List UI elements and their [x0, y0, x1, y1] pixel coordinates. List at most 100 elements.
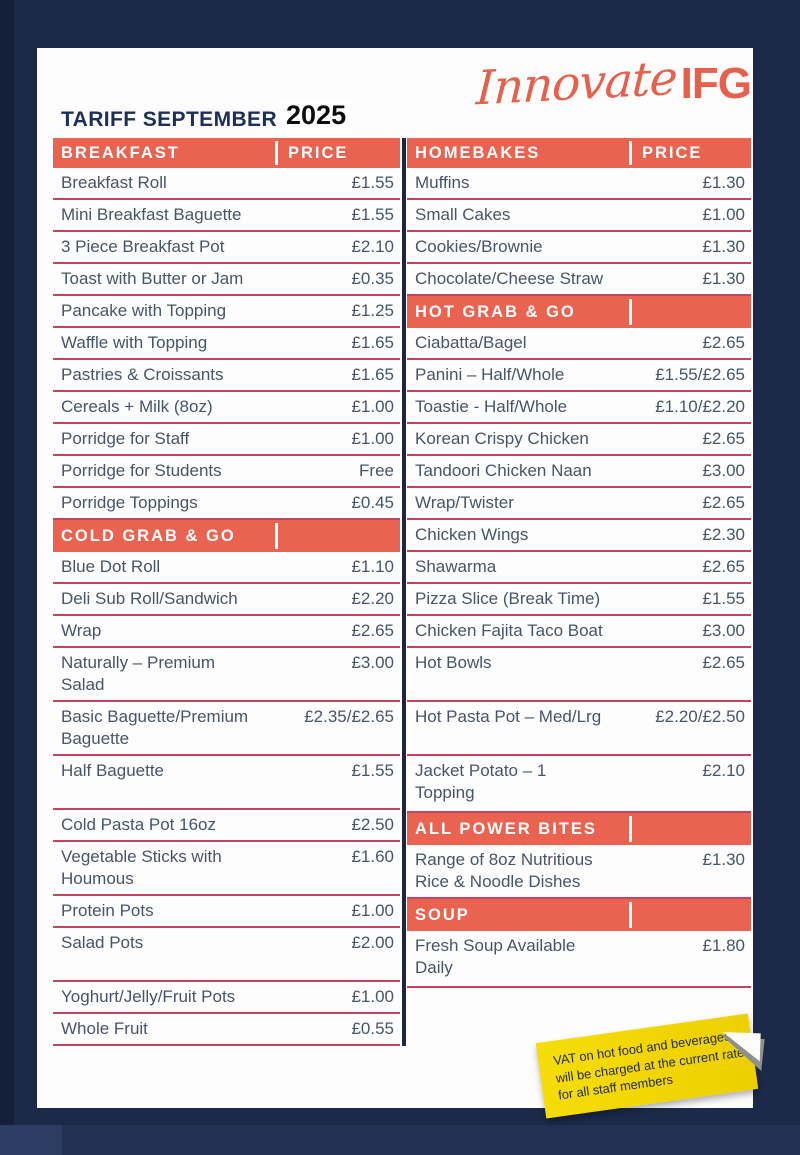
menu-item-row: Pastries & Croissants £1.65 [53, 360, 400, 392]
item-name: Pancake with Topping [61, 301, 227, 320]
section-title: SOUP [415, 905, 470, 924]
menu-item-row: Chicken Wings £2.30 [407, 520, 751, 552]
menu-item-row: Cookies/Brownie £1.30 [407, 232, 751, 264]
item-price: £2.00 [351, 933, 394, 952]
item-name: Basic Baguette/Premium Baguette [61, 707, 249, 749]
item-name: Porridge Toppings [61, 493, 198, 512]
header-price-separator [629, 902, 632, 928]
price-column-header: PRICE [642, 143, 703, 162]
menu-item-row: 3 Piece Breakfast Pot £2.10 [53, 232, 400, 264]
menu-item-row: Toastie - Half/Whole £1.10/£2.20 [407, 392, 751, 424]
note-fold-corner [721, 1032, 761, 1062]
item-name: Hot Pasta Pot – Med/Lrg [415, 707, 602, 726]
item-name: Cold Pasta Pot 16oz [61, 815, 216, 834]
menu-item-row: Hot Pasta Pot – Med/Lrg £2.20/£2.50 [407, 702, 751, 756]
section-header-hot-grab-go: HOT GRAB & GO [407, 296, 751, 328]
item-price: £2.50 [351, 815, 394, 834]
menu-item-row: Blue Dot Roll £1.10 [53, 552, 400, 584]
title-text: TARIFF SEPTEMBER [61, 108, 278, 131]
item-name: Tandoori Chicken Naan [415, 461, 592, 480]
item-price: £2.10 [702, 761, 745, 780]
menu-item-row: Tandoori Chicken Naan £3.00 [407, 456, 751, 488]
item-price: £3.00 [702, 461, 745, 480]
menu-item-row: Porridge for Staff £1.00 [53, 424, 400, 456]
item-price: £2.65 [702, 493, 745, 512]
menu-item-row: Salad Pots £2.00 [53, 928, 400, 982]
column-divider [402, 138, 406, 1046]
item-price: £1.55/£2.65 [655, 365, 745, 384]
menu-item-row: Protein Pots £1.00 [53, 896, 400, 928]
header-price-separator [629, 141, 632, 165]
item-name: Wrap/Twister [415, 493, 514, 512]
menu-item-row: Vegetable Sticks with Houmous £1.60 [53, 842, 400, 896]
menu-item-row: Deli Sub Roll/Sandwich £2.20 [53, 584, 400, 616]
item-name: Ciabatta/Bagel [415, 333, 527, 352]
item-price: £1.10/£2.20 [655, 397, 745, 416]
logo-bold-text: IFG [680, 58, 752, 108]
item-price: £1.00 [351, 429, 394, 448]
section-title: ALL POWER BITES [415, 819, 597, 838]
item-price: £1.55 [351, 173, 394, 192]
background-left-edge [0, 0, 14, 1155]
menu-item-row: Small Cakes £1.00 [407, 200, 751, 232]
item-name: Protein Pots [61, 901, 154, 920]
item-name: Toast with Butter or Jam [61, 269, 244, 288]
item-name: Small Cakes [415, 205, 511, 224]
section-header-all-power-bites: ALL POWER BITES [407, 813, 751, 845]
menu-item-row: Naturally – Premium Salad £3.00 [53, 648, 400, 702]
menu-item-row: Yoghurt/Jelly/Fruit Pots £1.00 [53, 982, 400, 1014]
item-name: Korean Crispy Chicken [415, 429, 589, 448]
menu-item-row: Pizza Slice (Break Time) £1.55 [407, 584, 751, 616]
price-tables: BREAKFAST PRICE Breakfast Roll £1.55 Mini Br… [53, 138, 751, 1046]
item-name: Porridge for Staff [61, 429, 190, 448]
menu-item-row: Breakfast Roll £1.55 [53, 168, 400, 200]
innovate-ifg-logo: Innovate IFG [475, 51, 752, 117]
logo-script-text: Innovate [474, 50, 678, 117]
item-price: £0.45 [351, 493, 394, 512]
item-price: £1.10 [351, 557, 394, 576]
menu-item-row: Porridge for Students Free [53, 456, 400, 488]
menu-column-1: BREAKFAST PRICE Breakfast Roll £1.55 Mini Br… [53, 138, 400, 1046]
menu-item-row: Basic Baguette/Premium Baguette £2.35/£2.… [53, 702, 400, 756]
item-price: £1.55 [351, 761, 394, 780]
item-price: Free [359, 461, 394, 480]
menu-item-row: Jacket Potato – 1 Topping £2.10 [407, 756, 751, 813]
item-name: Wrap [61, 621, 102, 640]
item-price: £1.80 [702, 936, 745, 955]
item-price: £1.30 [702, 269, 745, 288]
item-name: Range of 8oz Nutritious Rice & Noodle Di… [415, 850, 593, 892]
item-price: £1.60 [351, 847, 394, 866]
menu-item-row: Hot Bowls £2.65 [407, 648, 751, 702]
item-name: Deli Sub Roll/Sandwich [61, 589, 238, 608]
item-name: 3 Piece Breakfast Pot [61, 237, 225, 256]
item-name: Cookies/Brownie [415, 237, 543, 256]
item-price: £2.65 [702, 653, 745, 672]
item-name: Half Baguette [61, 761, 165, 780]
menu-item-row: Waffle with Topping £1.65 [53, 328, 400, 360]
section-header-soup: SOUP [407, 899, 751, 931]
item-name: Yoghurt/Jelly/Fruit Pots [61, 987, 236, 1006]
section-title: BREAKFAST [61, 143, 180, 162]
item-price: £1.30 [702, 237, 745, 256]
item-name: Breakfast Roll [61, 173, 167, 192]
item-name: Porridge for Students [61, 461, 222, 480]
menu-item-row: Wrap £2.65 [53, 616, 400, 648]
menu-item-row: Cold Pasta Pot 16oz £2.50 [53, 810, 400, 842]
menu-item-row: Range of 8oz Nutritious Rice & Noodle Di… [407, 845, 751, 899]
menu-item-row: Porridge Toppings £0.45 [53, 488, 400, 520]
menu-item-row: Whole Fruit £0.55 [53, 1014, 400, 1046]
item-price: £1.25 [351, 301, 394, 320]
menu-item-row: Toast with Butter or Jam £0.35 [53, 264, 400, 296]
item-price: £1.00 [351, 397, 394, 416]
title-year: 2025 [279, 98, 354, 137]
item-name: Hot Bowls [415, 653, 492, 672]
item-name: Mini Breakfast Baguette [61, 205, 242, 224]
menu-column-2: HOMEBAKES PRICE Muffins £1.30 Small Cakes £1.… [407, 138, 751, 1046]
item-name: Shawarma [415, 557, 497, 576]
header-price-separator [275, 141, 278, 165]
item-price: £1.30 [702, 850, 745, 869]
item-name: Chocolate/Cheese Straw [415, 269, 604, 288]
item-name: Toastie - Half/Whole [415, 397, 568, 416]
item-name: Blue Dot Roll [61, 557, 161, 576]
item-price: £1.30 [702, 173, 745, 192]
